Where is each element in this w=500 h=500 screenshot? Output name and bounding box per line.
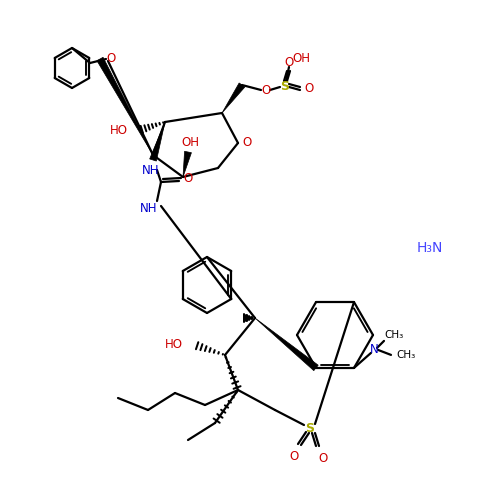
Text: S: S: [280, 80, 289, 92]
Text: O: O: [242, 136, 252, 149]
Text: O: O: [106, 52, 116, 64]
Text: NH: NH: [140, 202, 158, 215]
Text: N: N: [370, 344, 378, 356]
Text: HO: HO: [165, 338, 183, 351]
Text: O: O: [304, 82, 314, 96]
Polygon shape: [97, 58, 153, 155]
Text: OH: OH: [181, 136, 199, 149]
Text: O: O: [284, 56, 294, 68]
Text: CH₃: CH₃: [384, 330, 404, 340]
Text: H₃N: H₃N: [417, 241, 443, 255]
Text: O: O: [318, 452, 328, 464]
Polygon shape: [150, 122, 165, 161]
Text: S: S: [306, 422, 314, 434]
Text: O: O: [184, 172, 192, 186]
Text: OH: OH: [292, 52, 310, 64]
Text: HO: HO: [110, 124, 128, 136]
Text: CH₃: CH₃: [396, 350, 415, 360]
Polygon shape: [183, 152, 192, 177]
Polygon shape: [222, 83, 245, 113]
Text: O: O: [290, 450, 298, 462]
Polygon shape: [255, 318, 318, 370]
Text: NH: NH: [142, 164, 160, 176]
Text: O: O: [262, 84, 270, 96]
